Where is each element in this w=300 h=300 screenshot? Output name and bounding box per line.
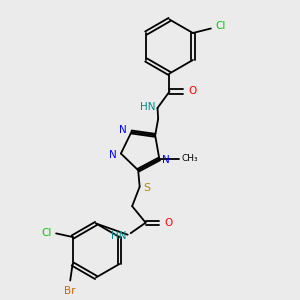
Text: N: N	[162, 155, 170, 165]
Text: O: O	[188, 86, 197, 97]
Text: HN: HN	[140, 102, 156, 112]
Text: Cl: Cl	[215, 21, 226, 32]
Text: CH₃: CH₃	[182, 154, 199, 164]
Text: Br: Br	[64, 286, 75, 296]
Text: N: N	[109, 150, 116, 160]
Text: O: O	[165, 218, 173, 228]
Text: HN: HN	[111, 231, 126, 241]
Text: N: N	[119, 125, 127, 136]
Text: Cl: Cl	[41, 227, 52, 238]
Text: S: S	[143, 183, 150, 193]
